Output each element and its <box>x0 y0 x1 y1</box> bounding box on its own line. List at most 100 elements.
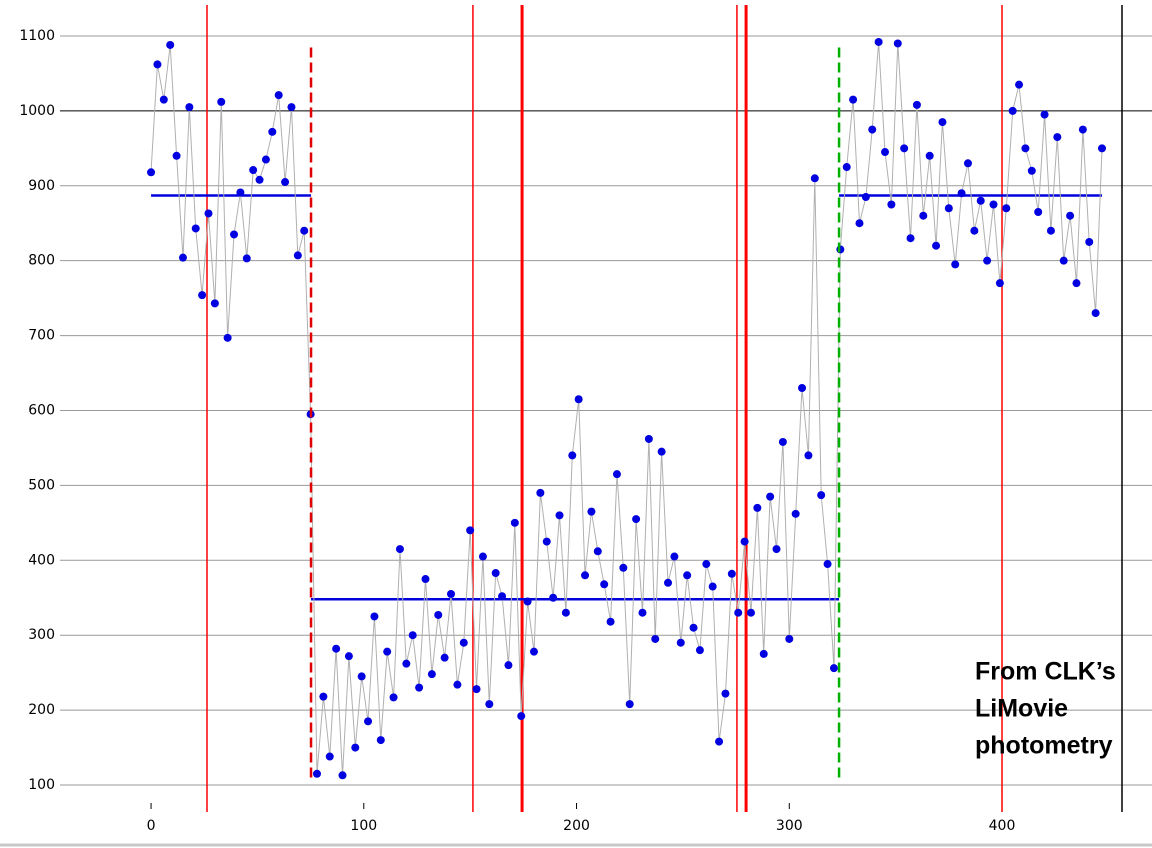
data-point <box>734 608 743 617</box>
data-point <box>281 178 290 187</box>
data-point <box>612 470 621 479</box>
data-point <box>1059 256 1068 265</box>
y-tick-label: 700 <box>28 328 55 344</box>
data-point <box>810 174 819 183</box>
data-point <box>785 634 794 643</box>
x-tick-label: 400 <box>989 818 1016 834</box>
data-point <box>632 515 641 524</box>
data-point <box>351 743 360 752</box>
data-point <box>261 155 270 164</box>
data-point <box>708 582 717 591</box>
data-point <box>344 652 353 661</box>
data-point <box>983 256 992 265</box>
y-tick-label: 400 <box>28 552 55 568</box>
data-point <box>523 597 532 606</box>
y-tick-label: 600 <box>28 402 55 418</box>
data-point <box>217 97 226 106</box>
data-point <box>753 503 762 512</box>
data-point <box>938 118 947 127</box>
data-point <box>408 631 417 640</box>
y-tick-label: 900 <box>28 178 55 194</box>
data-point <box>740 537 749 546</box>
data-point <box>1034 207 1043 216</box>
y-tick-label: 1100 <box>19 28 55 44</box>
data-point <box>600 580 609 589</box>
data-point <box>1040 110 1049 119</box>
data-point <box>478 552 487 561</box>
data-point <box>153 60 162 69</box>
data-point <box>881 148 890 157</box>
data-point <box>791 509 800 518</box>
data-point <box>421 575 430 584</box>
data-point <box>651 634 660 643</box>
data-point <box>593 547 602 556</box>
data-point <box>919 211 928 220</box>
data-point <box>166 40 175 49</box>
data-point <box>574 395 583 404</box>
y-tick-label: 800 <box>28 253 55 269</box>
y-tick-label: 100 <box>28 777 55 793</box>
data-point <box>357 672 366 681</box>
data-point <box>568 451 577 460</box>
data-point <box>198 291 207 300</box>
data-point <box>855 219 864 228</box>
y-tick-label: 1000 <box>19 103 55 119</box>
data-point <box>989 200 998 209</box>
data-point <box>746 608 755 617</box>
data-point <box>312 769 321 778</box>
data-point <box>370 612 379 621</box>
data-point <box>715 737 724 746</box>
data-point <box>759 649 768 658</box>
y-tick-label: 300 <box>28 627 55 643</box>
data-point <box>389 693 398 702</box>
data-point <box>242 254 251 263</box>
data-point <box>147 168 156 177</box>
data-point <box>1008 106 1017 115</box>
data-point <box>644 434 653 443</box>
data-point <box>485 700 494 709</box>
data-point <box>383 647 392 656</box>
data-point <box>159 95 168 104</box>
data-point <box>185 103 194 112</box>
annotation: photometry <box>975 732 1113 760</box>
data-point <box>210 299 219 308</box>
data-point <box>861 193 870 202</box>
data-point <box>1002 204 1011 213</box>
data-point <box>638 608 647 617</box>
data-point <box>766 492 775 501</box>
data-point <box>676 638 685 647</box>
data-point <box>364 717 373 726</box>
data-point <box>1015 80 1024 89</box>
data-point <box>517 712 526 721</box>
data-point <box>255 175 264 184</box>
data-point <box>995 279 1004 288</box>
data-point <box>925 151 934 160</box>
data-point <box>204 209 213 218</box>
data-point <box>887 200 896 209</box>
data-point <box>842 163 851 172</box>
data-point <box>459 638 468 647</box>
data-point <box>1053 133 1062 142</box>
data-point <box>172 151 181 160</box>
data-point <box>957 189 966 198</box>
data-point <box>447 590 456 599</box>
data-point <box>293 251 302 260</box>
data-point <box>338 771 347 780</box>
data-point <box>274 91 283 100</box>
data-point <box>191 224 200 233</box>
data-point <box>510 518 519 527</box>
data-point <box>268 127 277 136</box>
data-point <box>434 610 443 619</box>
data-point <box>1046 226 1055 235</box>
data-point <box>395 545 404 554</box>
data-point <box>721 689 730 698</box>
data-point <box>332 644 341 653</box>
data-point <box>1066 211 1075 220</box>
data-point <box>657 447 666 456</box>
data-point <box>1027 166 1036 175</box>
data-point <box>670 552 679 561</box>
data-point <box>453 680 462 689</box>
data-point <box>504 661 513 670</box>
data-point <box>893 39 902 48</box>
data-point <box>836 245 845 254</box>
